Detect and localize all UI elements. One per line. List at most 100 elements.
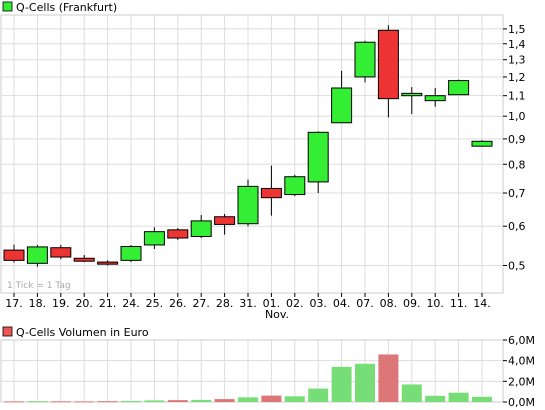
volume-plot-frame (0, 339, 504, 403)
x-tick-label: 14. (473, 297, 491, 310)
candle (284, 174, 306, 197)
x-tick-label: 01. (263, 297, 281, 310)
candle (471, 140, 493, 147)
x-tick-label: 27. (192, 297, 210, 310)
candle (401, 87, 423, 115)
x-tick-label: 02. (286, 297, 304, 310)
volume-bar (308, 388, 329, 402)
candle-body (3, 249, 25, 261)
candle (354, 40, 376, 83)
price-y-tick-label: 0,5 (508, 259, 526, 272)
price-y-tick-label: 1,4 (508, 38, 526, 51)
volume-bar (331, 366, 352, 402)
x-tick-label: 09. (403, 297, 421, 310)
candle-body (471, 140, 493, 147)
candle-body (97, 261, 119, 265)
x-tick-label: 19. (52, 297, 70, 310)
candle (214, 214, 236, 235)
x-tick-label: 17. (5, 297, 23, 310)
x-tick-label: 03. (309, 297, 327, 310)
x-axis: 17. 18. 19. 20. 21. 24. 25. 26. 27. 28. 31. 01. 02. 0… (5, 293, 491, 310)
price-y-tick-label: 0,7 (508, 187, 526, 200)
candle (448, 79, 470, 96)
candle-body (120, 246, 142, 261)
candle-body (377, 29, 399, 100)
candle-body (401, 92, 423, 97)
volume-bar (355, 363, 375, 402)
price-y-axis: 1,5 1,4 1,3 1,2 1,1 1,0 0,9 0,8 0,7 0,6 0,5 (503, 23, 526, 272)
volume-bar (97, 401, 118, 403)
price-plot-frame (0, 14, 504, 294)
volume-bar (144, 400, 165, 402)
volume-bar (261, 395, 282, 402)
x-tick-label: 04. (333, 297, 351, 310)
candle (50, 244, 72, 260)
volume-y-axis: 6,0M 4,0M 2,0M 0,0M (503, 334, 535, 409)
volume-y-tick-label: 2,0M (508, 375, 535, 388)
x-tick-label: 18. (29, 297, 47, 310)
price-y-tick-label: 0,6 (508, 220, 526, 233)
price-grid (1, 15, 503, 293)
volume-bar (472, 396, 492, 402)
candle (26, 244, 48, 267)
volume-bar (27, 401, 48, 403)
tick-note: 1 Tick = 1 Tag (7, 281, 71, 291)
x-tick-label: 31. (239, 297, 257, 310)
candle (331, 70, 353, 124)
candle (237, 179, 259, 227)
volume-bar (448, 392, 469, 402)
x-tick-label: 10. (426, 297, 444, 310)
candle (190, 215, 212, 239)
volume-bar (214, 399, 235, 402)
volume-bar (238, 397, 258, 402)
price-y-tick-label: 1,1 (508, 90, 526, 103)
price-y-tick-label: 1,5 (508, 23, 526, 36)
price-y-tick-label: 0,8 (508, 158, 526, 171)
candle-body (331, 87, 353, 124)
volume-bar (425, 395, 446, 402)
x-tick-label: 21. (99, 297, 117, 310)
candle-body (354, 41, 376, 78)
volume-bar (284, 396, 305, 402)
volume-bars (4, 354, 492, 403)
volume-bar (50, 401, 71, 403)
candles (3, 25, 493, 267)
candle-body (26, 246, 48, 264)
candle-body (214, 216, 236, 225)
candle (424, 87, 446, 107)
candle-body (448, 80, 470, 96)
x-tick-label: 20. (75, 297, 93, 310)
x-tick-label: 28. (216, 297, 234, 310)
candle-body (260, 187, 282, 199)
volume-bar (4, 401, 24, 403)
volume-bar (167, 400, 188, 402)
candle (143, 227, 165, 249)
candle (97, 260, 119, 266)
candle (167, 228, 189, 240)
x-tick-label: 26. (169, 297, 187, 310)
candle (3, 244, 25, 263)
price-chart-title: Q-Cells (Frankfurt) (16, 1, 117, 14)
candle (73, 254, 95, 263)
price-y-tick-label: 1,0 (508, 110, 526, 123)
price-y-tick-label: 1,2 (508, 71, 526, 84)
price-legend-swatch (2, 1, 13, 12)
candle (377, 25, 399, 118)
volume-bar (401, 384, 422, 402)
volume-chart-title: Q-Cells Volumen in Euro (16, 326, 149, 339)
x-tick-label: 08. (380, 297, 398, 310)
candle-body (50, 247, 72, 258)
candle-body (424, 95, 446, 102)
price-y-tick-label: 0,9 (508, 133, 526, 146)
candle (260, 165, 282, 216)
candle-body (167, 229, 189, 239)
candle-body (73, 257, 95, 262)
volume-grid (1, 339, 503, 403)
volume-bar (74, 401, 95, 403)
volume-y-tick-label: 6,0M (508, 334, 535, 347)
volume-y-tick-label: 0,0M (508, 396, 535, 409)
price-y-tick-label: 1,3 (508, 54, 526, 67)
candle-body (143, 231, 165, 246)
candle-body (190, 220, 212, 238)
